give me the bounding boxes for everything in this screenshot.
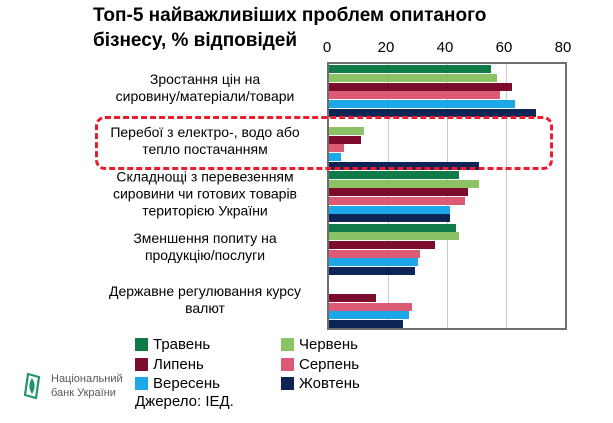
legend-item: Червень	[281, 335, 427, 355]
bar	[329, 74, 498, 83]
bar	[329, 311, 409, 320]
bar	[329, 144, 344, 153]
bar	[329, 267, 415, 276]
bar	[329, 108, 536, 117]
legend-item: Серпень	[281, 355, 427, 375]
legend-swatch-icon	[135, 357, 148, 371]
legend-label: Серпень	[299, 355, 360, 373]
bar	[329, 241, 436, 250]
plot-area	[327, 62, 567, 330]
category-label: Складнощі з перевезенням сировини чи гот…	[112, 168, 297, 219]
legend: Травень Червень Липень Серпень Вересень Жовте…	[135, 335, 427, 394]
bar	[329, 214, 450, 223]
category-label: Перебої з електро-, водо або тепло поста…	[110, 124, 300, 158]
bar	[329, 223, 456, 232]
x-tick-label: 20	[377, 39, 395, 56]
source-note: Джерело: ІЕД.	[135, 393, 234, 410]
legend-item: Травень	[135, 335, 281, 355]
gridline	[506, 64, 507, 328]
category-label: Зменшення попиту на продукцію/послуги	[133, 229, 277, 263]
bar	[329, 179, 480, 188]
legend-label: Жовтень	[299, 375, 360, 393]
bar	[329, 100, 515, 109]
x-tick-label: 80	[554, 39, 572, 56]
bar	[329, 258, 418, 267]
highlight-box	[95, 116, 553, 170]
x-axis-ticks: 0 20 40 60 80	[323, 32, 572, 56]
legend-label: Вересень	[153, 375, 220, 393]
nbu-emblem-icon	[23, 372, 41, 400]
category-labels: Зростання цін на сировину/матеріали/това…	[88, 62, 322, 326]
legend-swatch-icon	[281, 338, 294, 352]
bar	[329, 65, 492, 74]
chart-title: Топ-5 найважливіших проблем опитаного бі…	[93, 5, 487, 51]
legend-label: Травень	[153, 336, 211, 354]
legend-item: Жовтень	[281, 374, 427, 394]
x-tick-label: 40	[436, 39, 454, 56]
nbu-logo-text: Національний банк України	[51, 372, 123, 399]
x-tick-label: 0	[322, 39, 332, 56]
legend-swatch-icon	[135, 338, 148, 352]
legend-swatch-icon	[135, 377, 148, 391]
bar	[329, 188, 468, 197]
bar	[329, 126, 365, 135]
x-tick-label: 60	[495, 39, 513, 56]
bar	[329, 232, 459, 241]
bar	[329, 91, 501, 100]
nbu-logo: Національний банк України	[20, 371, 123, 401]
bar	[329, 82, 512, 91]
legend-label: Липень	[153, 355, 204, 373]
bar	[329, 161, 480, 170]
category-label: Державне регулювання курсу валют	[108, 282, 301, 316]
bar	[329, 205, 450, 214]
bar	[329, 249, 421, 258]
category-label: Зростання цін на сировину/матеріали/това…	[115, 71, 295, 105]
bar	[329, 293, 377, 302]
bar	[329, 196, 465, 205]
legend-label: Червень	[299, 336, 358, 354]
bar	[329, 152, 341, 161]
legend-item: Липень	[135, 355, 281, 375]
legend-swatch-icon	[281, 377, 294, 391]
legend-swatch-icon	[281, 357, 294, 371]
bar	[329, 319, 403, 328]
bar	[329, 171, 459, 179]
bar	[329, 302, 412, 311]
bar	[329, 135, 362, 144]
legend-item: Вересень	[135, 374, 281, 394]
